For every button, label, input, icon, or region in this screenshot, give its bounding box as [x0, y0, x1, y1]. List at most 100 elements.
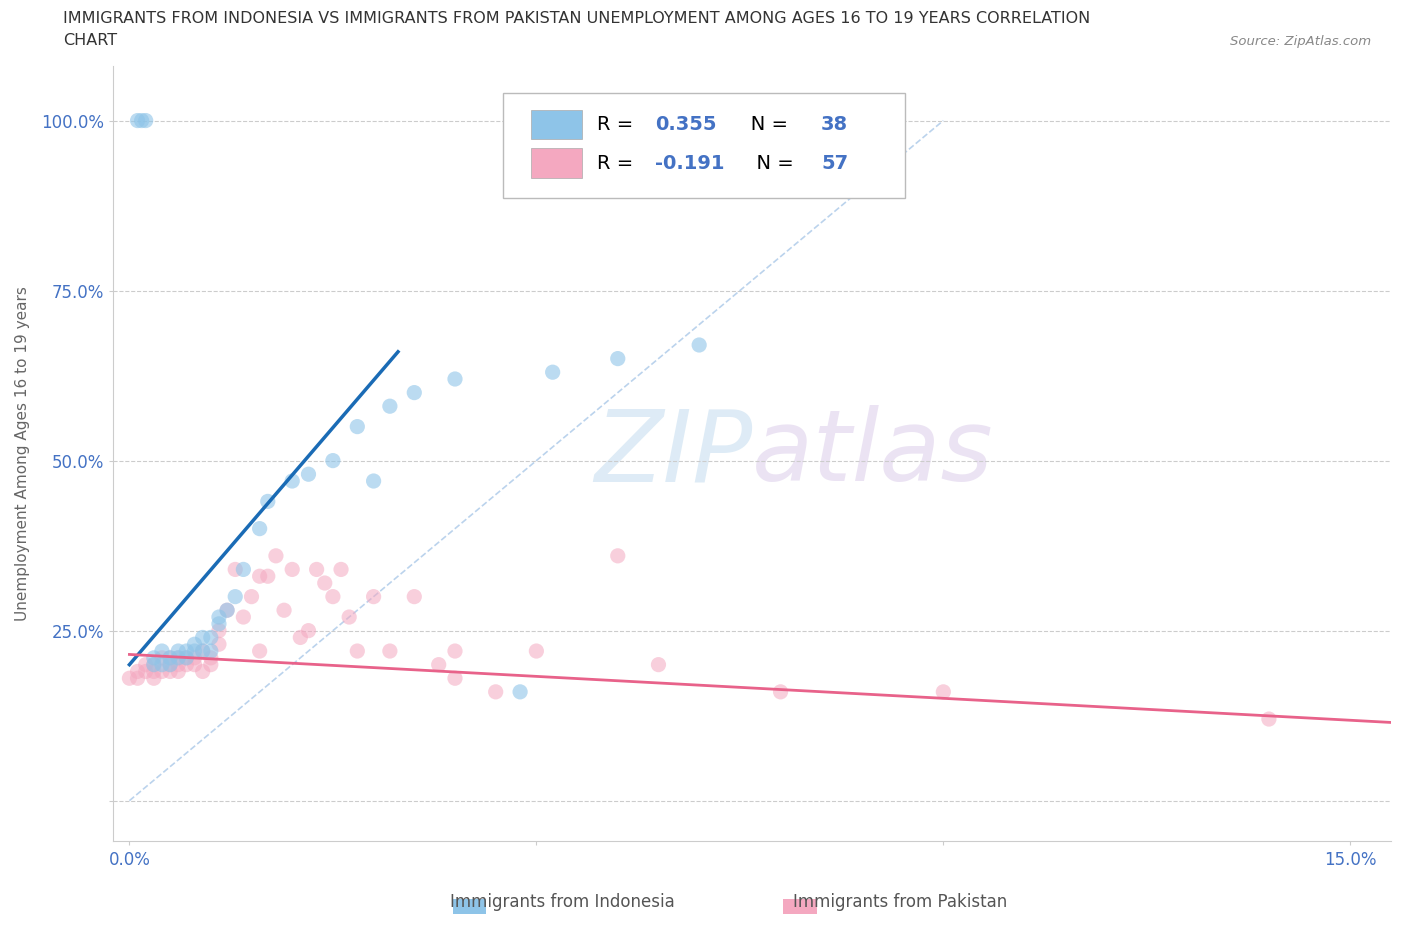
Bar: [531, 148, 582, 178]
Point: [314, 576, 336, 591]
Point: [142, 658, 165, 672]
Point: [167, 644, 190, 658]
Point: [240, 590, 263, 604]
Text: 0.355: 0.355: [655, 114, 717, 134]
Point: [224, 562, 246, 577]
Y-axis label: Unemployment Among Ages 16 to 19 years: Unemployment Among Ages 16 to 19 years: [15, 286, 30, 621]
Point: [264, 549, 287, 564]
Point: [509, 684, 531, 699]
Point: [159, 664, 181, 679]
Point: [330, 562, 353, 577]
Point: [159, 650, 181, 665]
FancyBboxPatch shape: [503, 93, 905, 198]
Point: [176, 650, 198, 665]
Point: [118, 671, 141, 685]
Point: [281, 562, 304, 577]
Point: [281, 473, 304, 488]
Point: [297, 623, 319, 638]
Point: [150, 664, 173, 679]
Point: [176, 650, 198, 665]
Point: [200, 644, 222, 658]
Point: [541, 365, 564, 379]
Point: [150, 650, 173, 665]
Point: [249, 644, 271, 658]
Point: [142, 664, 165, 679]
Point: [305, 562, 328, 577]
Text: 38: 38: [821, 114, 848, 134]
Point: [200, 650, 222, 665]
Point: [444, 671, 467, 685]
Point: [249, 569, 271, 584]
Point: [159, 650, 181, 665]
Point: [127, 113, 149, 128]
Point: [200, 658, 222, 672]
Point: [363, 473, 385, 488]
Point: [142, 671, 165, 685]
Text: Source: ZipAtlas.com: Source: ZipAtlas.com: [1230, 34, 1371, 47]
Text: R =: R =: [598, 153, 640, 173]
Point: [150, 658, 173, 672]
Point: [606, 352, 628, 366]
Text: atlas: atlas: [752, 405, 994, 502]
Point: [485, 684, 508, 699]
Point: [217, 603, 239, 618]
Point: [142, 658, 165, 672]
Point: [142, 650, 165, 665]
Point: [404, 385, 426, 400]
Point: [191, 644, 214, 658]
Point: [232, 609, 254, 624]
Text: -0.191: -0.191: [655, 153, 724, 173]
Point: [444, 644, 467, 658]
Text: N =: N =: [744, 153, 800, 173]
Point: [378, 644, 401, 658]
Point: [135, 113, 157, 128]
Point: [167, 658, 190, 672]
Text: Immigrants from Indonesia: Immigrants from Indonesia: [450, 893, 675, 910]
Point: [524, 644, 547, 658]
Point: [249, 521, 271, 536]
Point: [183, 644, 205, 658]
Text: IMMIGRANTS FROM INDONESIA VS IMMIGRANTS FROM PAKISTAN UNEMPLOYMENT AMONG AGES 16: IMMIGRANTS FROM INDONESIA VS IMMIGRANTS …: [63, 11, 1091, 26]
Point: [191, 664, 214, 679]
Point: [346, 644, 368, 658]
Point: [290, 630, 312, 644]
Text: 57: 57: [821, 153, 848, 173]
Point: [176, 644, 198, 658]
Point: [208, 637, 231, 652]
Point: [688, 338, 710, 352]
Point: [131, 113, 153, 128]
Point: [224, 590, 246, 604]
Point: [297, 467, 319, 482]
Point: [256, 494, 278, 509]
Point: [932, 684, 955, 699]
Point: [127, 664, 149, 679]
Point: [183, 637, 205, 652]
Point: [208, 623, 231, 638]
Bar: [531, 110, 582, 139]
Point: [606, 549, 628, 564]
Point: [337, 609, 360, 624]
Point: [208, 609, 231, 624]
Point: [159, 658, 181, 672]
Point: [167, 650, 190, 665]
Point: [167, 650, 190, 665]
Point: [322, 453, 344, 468]
Point: [150, 644, 173, 658]
Point: [322, 590, 344, 604]
Point: [135, 664, 157, 679]
Point: [191, 630, 214, 644]
Point: [127, 671, 149, 685]
Point: [208, 617, 231, 631]
Point: [159, 658, 181, 672]
Point: [769, 684, 792, 699]
Point: [232, 562, 254, 577]
Point: [404, 590, 426, 604]
Point: [363, 590, 385, 604]
Point: [183, 650, 205, 665]
Point: [256, 569, 278, 584]
Point: [427, 658, 450, 672]
Point: [273, 603, 295, 618]
Point: [1257, 711, 1279, 726]
Point: [183, 658, 205, 672]
Text: ZIP: ZIP: [593, 405, 752, 502]
